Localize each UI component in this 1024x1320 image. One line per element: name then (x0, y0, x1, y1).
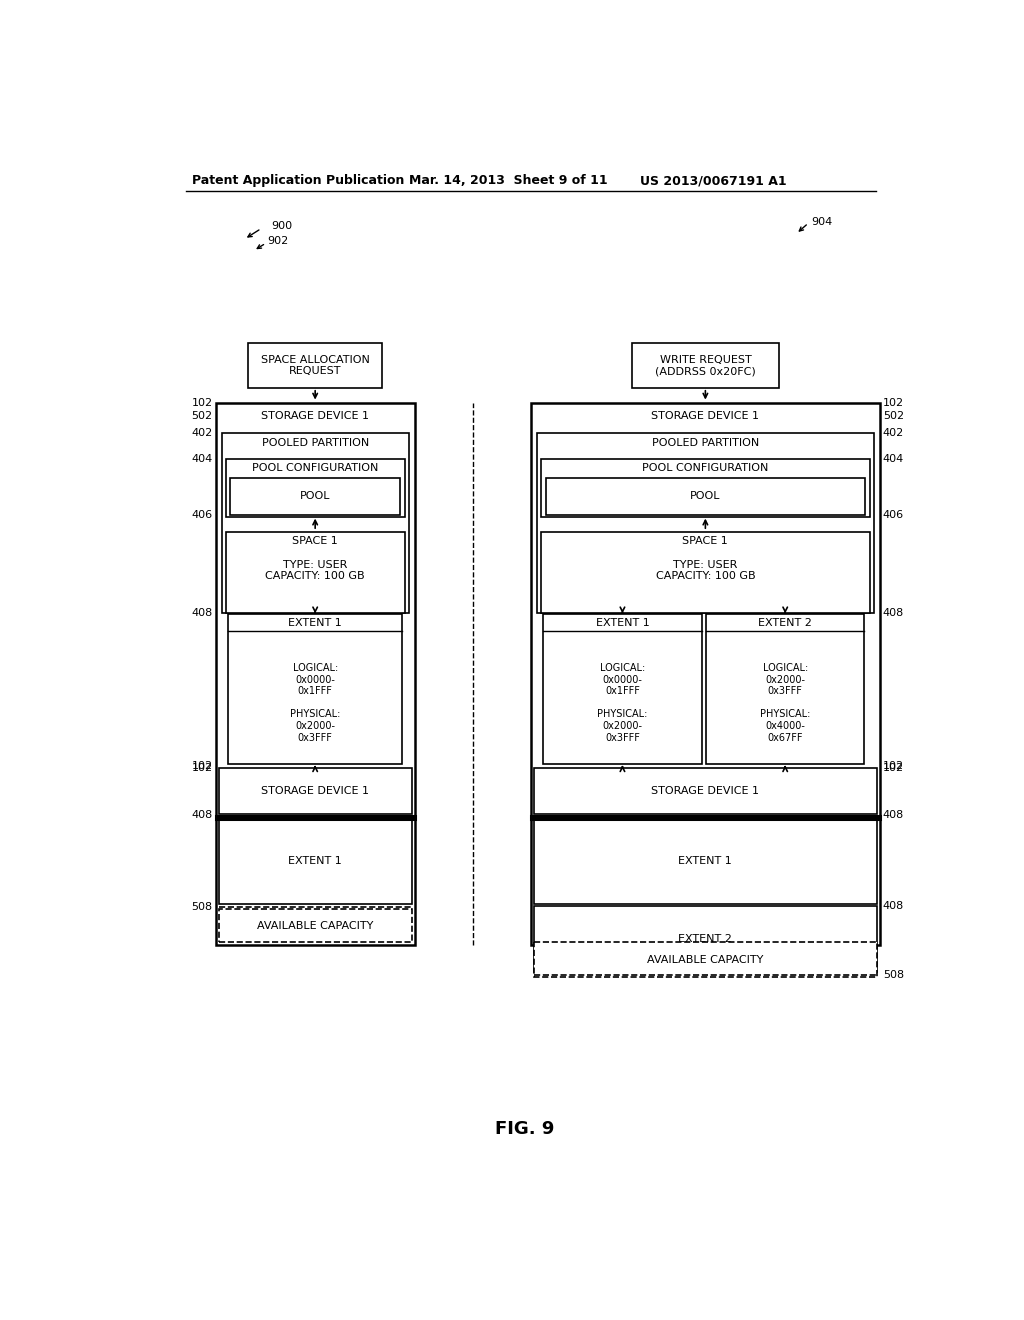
Text: POOL: POOL (690, 491, 721, 502)
Bar (230, 478, 400, 515)
Text: 102: 102 (883, 399, 904, 408)
Text: LOGICAL:
0x0000-
0x1FFF

PHYSICAL:
0x2000-
0x3FFF: LOGICAL: 0x0000- 0x1FFF PHYSICAL: 0x2000… (597, 663, 647, 743)
Bar (222, 433, 409, 612)
Bar (225, 459, 404, 517)
Text: STORAGE DEVICE 1: STORAGE DEVICE 1 (261, 787, 370, 796)
Text: 408: 408 (883, 810, 904, 820)
Text: 904: 904 (812, 216, 833, 227)
Bar (216, 404, 415, 945)
Bar (541, 459, 869, 517)
Text: EXTENT 1: EXTENT 1 (596, 618, 649, 628)
Text: STORAGE DEVICE 1: STORAGE DEVICE 1 (651, 412, 760, 421)
Text: TYPE: USER
CAPACITY: 100 GB: TYPE: USER CAPACITY: 100 GB (655, 560, 755, 581)
Text: 502: 502 (883, 412, 904, 421)
Bar (228, 614, 402, 764)
Text: 102: 102 (191, 399, 212, 408)
Bar (219, 909, 412, 942)
Bar (707, 614, 864, 764)
Text: LOGICAL:
0x0000-
0x1FFF

PHYSICAL:
0x2000-
0x3FFF: LOGICAL: 0x0000- 0x1FFF PHYSICAL: 0x2000… (290, 663, 340, 743)
Text: POOL CONFIGURATION: POOL CONFIGURATION (252, 463, 378, 473)
Text: LOGICAL:
0x2000-
0x3FFF

PHYSICAL:
0x4000-
0x67FF: LOGICAL: 0x2000- 0x3FFF PHYSICAL: 0x4000… (760, 663, 810, 743)
Bar (248, 343, 382, 388)
Text: 102: 102 (191, 760, 212, 771)
Text: AVAILABLE CAPACITY: AVAILABLE CAPACITY (647, 954, 764, 965)
Text: FIG. 9: FIG. 9 (496, 1119, 554, 1138)
Text: 502: 502 (191, 412, 212, 421)
Text: 406: 406 (883, 510, 904, 520)
Text: 408: 408 (191, 810, 212, 820)
Text: POOL CONFIGURATION: POOL CONFIGURATION (642, 463, 769, 473)
Text: 408: 408 (191, 607, 212, 618)
Text: POOL: POOL (300, 491, 331, 502)
Text: EXTENT 1: EXTENT 1 (679, 857, 732, 866)
Text: EXTENT 1: EXTENT 1 (289, 618, 342, 628)
Text: SPACE 1: SPACE 1 (683, 536, 728, 546)
Text: POOLED PARTITION: POOLED PARTITION (261, 438, 369, 449)
Bar (535, 818, 877, 904)
Text: 102: 102 (883, 763, 904, 774)
Text: STORAGE DEVICE 1: STORAGE DEVICE 1 (261, 412, 370, 421)
Text: STORAGE DEVICE 1: STORAGE DEVICE 1 (651, 787, 760, 796)
Text: POOLED PARTITION: POOLED PARTITION (651, 438, 759, 449)
Text: 902: 902 (267, 236, 289, 246)
Text: 508: 508 (191, 902, 212, 912)
Text: 404: 404 (191, 454, 212, 463)
Text: 402: 402 (883, 428, 904, 438)
Bar (538, 433, 873, 612)
Bar (531, 404, 880, 945)
Text: Mar. 14, 2013  Sheet 9 of 11: Mar. 14, 2013 Sheet 9 of 11 (409, 174, 607, 187)
Text: TYPE: USER
CAPACITY: 100 GB: TYPE: USER CAPACITY: 100 GB (265, 560, 365, 581)
Text: EXTENT 2: EXTENT 2 (679, 933, 732, 944)
Text: EXTENT 1: EXTENT 1 (289, 857, 342, 866)
Text: EXTENT 2: EXTENT 2 (758, 618, 812, 628)
Text: 402: 402 (191, 428, 212, 438)
Text: 408: 408 (883, 902, 904, 911)
Bar (225, 532, 404, 612)
Bar (541, 532, 869, 612)
Bar (546, 478, 865, 515)
Text: 404: 404 (883, 454, 904, 463)
Bar (219, 818, 412, 904)
Bar (544, 614, 701, 764)
Bar (535, 768, 877, 814)
Text: 406: 406 (191, 510, 212, 520)
Text: 102: 102 (883, 760, 904, 771)
Bar (535, 942, 877, 977)
Text: Patent Application Publication: Patent Application Publication (191, 174, 403, 187)
Text: WRITE REQUEST
(ADDRSS 0x20FC): WRITE REQUEST (ADDRSS 0x20FC) (655, 355, 756, 376)
Text: 408: 408 (883, 607, 904, 618)
Bar (632, 343, 779, 388)
Bar (535, 906, 877, 972)
Text: SPACE ALLOCATION
REQUEST: SPACE ALLOCATION REQUEST (261, 355, 370, 376)
Text: 102: 102 (191, 763, 212, 774)
Text: 508: 508 (883, 970, 904, 979)
Text: AVAILABLE CAPACITY: AVAILABLE CAPACITY (257, 921, 374, 931)
Text: SPACE 1: SPACE 1 (292, 536, 338, 546)
Bar (219, 768, 412, 814)
Text: US 2013/0067191 A1: US 2013/0067191 A1 (640, 174, 786, 187)
Text: 900: 900 (271, 222, 293, 231)
